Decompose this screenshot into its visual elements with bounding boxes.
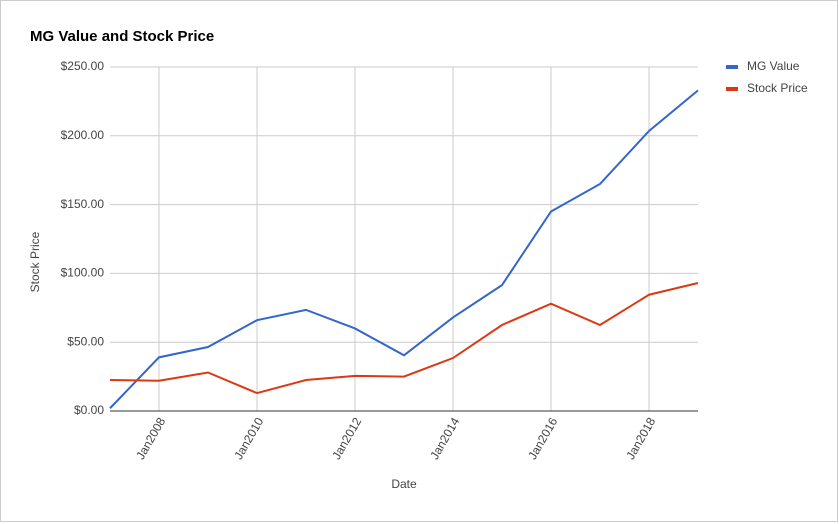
y-tick-label: $100.00 xyxy=(61,266,105,280)
y-axis-label: Stock Price xyxy=(28,231,42,292)
x-axis-label: Date xyxy=(391,477,417,491)
chart-title: MG Value and Stock Price xyxy=(30,28,214,45)
legend-label: Stock Price xyxy=(747,81,808,95)
line-series xyxy=(109,89,699,409)
y-tick-label: $150.00 xyxy=(61,197,105,211)
y-tick-label: $0.00 xyxy=(74,403,104,417)
legend-label: MG Value xyxy=(747,59,800,73)
y-tick-label: $50.00 xyxy=(67,334,104,348)
y-tick-label: $200.00 xyxy=(61,128,105,142)
line-series xyxy=(109,282,699,395)
y-tick-label: $250.00 xyxy=(61,59,105,73)
